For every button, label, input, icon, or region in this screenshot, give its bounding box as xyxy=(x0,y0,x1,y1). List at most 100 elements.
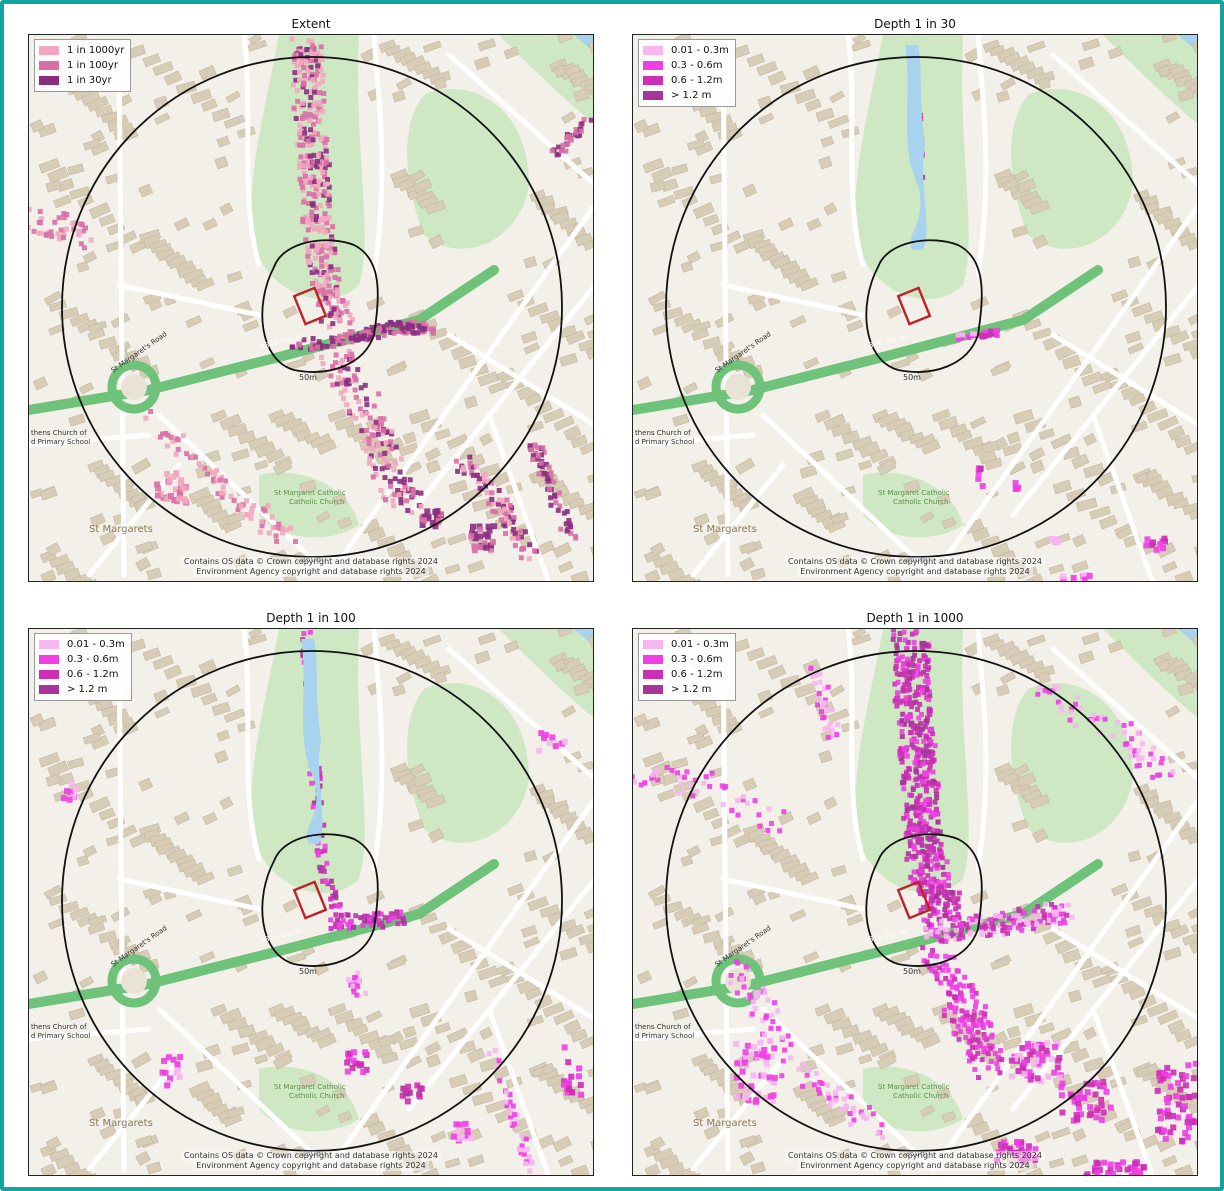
label-50m: 50m xyxy=(903,967,921,976)
park-area xyxy=(499,35,593,124)
legend-item: 0.6 - 1.2m xyxy=(39,667,125,682)
credit-line-2: Environment Agency copyright and databas… xyxy=(797,567,1033,577)
flood-map[interactable]: 50m 250m A316 The Av St Margaret's Road then… xyxy=(632,34,1198,582)
legend-label: 0.01 - 0.3m xyxy=(671,639,729,650)
legend-label: 0.01 - 0.3m xyxy=(67,639,125,650)
a316-road xyxy=(633,859,1103,1009)
legend-item: 1 in 30yr xyxy=(39,73,124,88)
credit-line-1: Contains OS data © Crown copyright and d… xyxy=(785,1151,1045,1161)
label-50m: 50m xyxy=(299,967,317,976)
copyright-credit: Contains OS data © Crown copyright and d… xyxy=(633,557,1197,577)
copyright-credit: Contains OS data © Crown copyright and d… xyxy=(29,557,593,577)
legend-item: 0.6 - 1.2m xyxy=(643,73,729,88)
credit-line-1: Contains OS data © Crown copyright and d… xyxy=(181,557,441,567)
legend-swatch xyxy=(643,46,663,55)
pond xyxy=(905,45,927,250)
legend-item: > 1.2 m xyxy=(643,682,729,697)
area-label: St Margarets xyxy=(693,1118,757,1129)
flood-layer xyxy=(633,629,1197,1175)
legend-label: 0.01 - 0.3m xyxy=(671,45,729,56)
school-label: d Primary School xyxy=(31,438,90,446)
school-label: thens Church of xyxy=(31,1023,87,1031)
map-panel-2: Depth 1 in 30 50m 250m A316 The Av St Margar… xyxy=(632,16,1198,586)
area-label: St Margarets xyxy=(693,524,757,535)
roundabout xyxy=(711,360,765,414)
radius-250m-ring xyxy=(61,56,563,558)
park-area xyxy=(863,1066,963,1132)
legend-label: 0.6 - 1.2m xyxy=(67,669,119,680)
area-label: St Margarets xyxy=(89,524,153,535)
radius-250m-ring xyxy=(61,650,563,1152)
legend-swatch xyxy=(643,76,663,85)
church-label: St Margaret Catholic xyxy=(274,489,346,497)
legend-item: 1 in 100yr xyxy=(39,58,124,73)
flood-map[interactable]: 50m 250m A316 The Av St Margaret's Road then… xyxy=(632,628,1198,1176)
legend-label: 0.6 - 1.2m xyxy=(671,75,723,86)
park-area xyxy=(499,629,593,718)
label-250m: 250m xyxy=(904,555,927,564)
panel-title: Depth 1 in 1000 xyxy=(866,611,964,625)
flood-map[interactable]: 50m 250m A316 The Av St Margaret's Road then… xyxy=(28,34,594,582)
panel-title: Extent xyxy=(291,17,331,31)
label-50m: 50m xyxy=(903,373,921,382)
legend-item: 0.3 - 0.6m xyxy=(643,652,729,667)
roundabout xyxy=(107,954,161,1008)
legend-swatch xyxy=(643,91,663,100)
legend-swatch xyxy=(643,640,663,649)
legend-item: > 1.2 m xyxy=(643,88,729,103)
legend-label: 1 in 100yr xyxy=(67,60,118,71)
legend-item: 0.3 - 0.6m xyxy=(643,58,729,73)
legend-swatch xyxy=(39,655,59,664)
map-panel-1: Extent 50m 250m A316 The Av St Margaret's Ro… xyxy=(28,16,594,586)
minor-roads xyxy=(633,629,1197,1175)
park-area xyxy=(1103,629,1197,718)
pond xyxy=(301,639,323,844)
legend-item: 0.6 - 1.2m xyxy=(643,667,729,682)
map-legend: 0.01 - 0.3m 0.3 - 0.6m 0.6 - 1.2m > 1.2 m xyxy=(34,633,132,701)
panel-title: Depth 1 in 100 xyxy=(266,611,356,625)
radius-50m-ring xyxy=(865,239,983,373)
church-label: Catholic Church xyxy=(289,1092,344,1100)
school-label: thens Church of xyxy=(31,429,87,437)
a316-road xyxy=(29,859,499,1009)
legend-label: 1 in 1000yr xyxy=(67,45,125,56)
credit-line-2: Environment Agency copyright and databas… xyxy=(193,1161,429,1171)
credit-line-1: Contains OS data © Crown copyright and d… xyxy=(785,557,1045,567)
legend-item: > 1.2 m xyxy=(39,682,125,697)
legend-swatch xyxy=(643,685,663,694)
legend-item: 0.01 - 0.3m xyxy=(643,637,729,652)
park-area xyxy=(855,629,969,894)
legend-swatch xyxy=(39,640,59,649)
copyright-credit: Contains OS data © Crown copyright and d… xyxy=(29,1151,593,1171)
legend-swatch xyxy=(39,76,59,85)
flood-map[interactable]: 50m 250m A316 The Av St Margaret's Road then… xyxy=(28,628,594,1176)
roundabout xyxy=(711,954,765,1008)
map-panel-4: Depth 1 in 1000 50m 250m A316 The Av St Marg… xyxy=(632,610,1198,1180)
legend-item: 0.01 - 0.3m xyxy=(643,43,729,58)
legend-label: 1 in 30yr xyxy=(67,75,112,86)
church-label: Catholic Church xyxy=(289,498,344,506)
a316-road xyxy=(633,265,1103,415)
radius-250m-ring xyxy=(665,56,1167,558)
park-area xyxy=(1103,35,1197,124)
copyright-credit: Contains OS data © Crown copyright and d… xyxy=(633,1151,1197,1171)
legend-item: 0.3 - 0.6m xyxy=(39,652,125,667)
legend-swatch xyxy=(39,61,59,70)
legend-swatch xyxy=(643,61,663,70)
roundabout xyxy=(107,360,161,414)
radius-250m-ring xyxy=(665,650,1167,1152)
label-250m: 250m xyxy=(300,1149,323,1158)
school-label: thens Church of xyxy=(635,1023,691,1031)
church-label: St Margaret Catholic xyxy=(878,1083,950,1091)
legend-swatch xyxy=(643,655,663,664)
minor-roads xyxy=(29,35,593,581)
site-boundary xyxy=(292,880,328,920)
legend-label: > 1.2 m xyxy=(671,684,712,695)
legend-swatch xyxy=(643,670,663,679)
flood-layer xyxy=(29,36,593,562)
legend-label: 0.6 - 1.2m xyxy=(671,669,723,680)
panel-title: Depth 1 in 30 xyxy=(874,17,956,31)
